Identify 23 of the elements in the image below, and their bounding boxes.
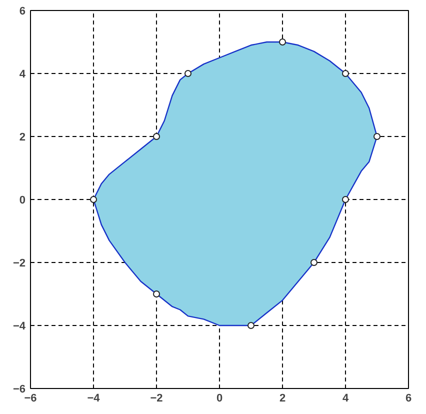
x-tick-label: 6 xyxy=(405,392,412,404)
x-tick-label: 4 xyxy=(342,392,350,404)
y-tick-label: 4 xyxy=(19,68,26,80)
point xyxy=(310,259,318,266)
y-tick-label: 0 xyxy=(19,194,26,206)
x-tick-label: −2 xyxy=(150,392,163,404)
point xyxy=(342,70,349,77)
point xyxy=(342,196,349,203)
point xyxy=(90,196,97,203)
point xyxy=(374,133,380,140)
point xyxy=(184,70,192,77)
y-tick-label: 2 xyxy=(19,132,26,144)
point xyxy=(248,322,254,329)
y-tick-label: −6 xyxy=(12,384,26,396)
point xyxy=(279,38,286,46)
y-tick-label: −4 xyxy=(12,320,26,332)
y-tick-label: −2 xyxy=(12,258,26,270)
point xyxy=(153,290,160,298)
x-tick-label: 0 xyxy=(216,392,223,404)
x-tick-label: −4 xyxy=(87,392,101,404)
x-tick-label: 2 xyxy=(279,392,286,404)
point xyxy=(153,133,160,140)
y-tick-label: 6 xyxy=(19,6,26,18)
